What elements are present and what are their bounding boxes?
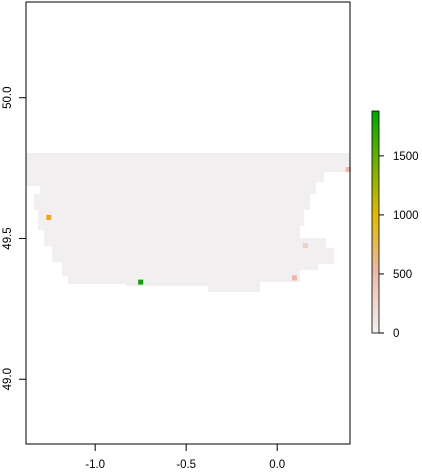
y-tick-label-3: 49.0 — [2, 368, 14, 390]
highlight-cell-2 — [46, 214, 52, 220]
highlight-cell-5 — [138, 279, 144, 285]
highlight-cell-1 — [345, 167, 351, 172]
y-axis: 50.0 49.5 49.0 — [2, 87, 26, 390]
x-axis: -1.0 -0.5 0.0 — [85, 444, 285, 471]
legend-colorbar — [371, 110, 380, 334]
legend-tick-label-1: 0 — [393, 328, 399, 340]
region-raster — [26, 153, 350, 292]
color-legend: 0 500 1000 1500 — [371, 110, 419, 340]
legend-tick-label-4: 1500 — [393, 151, 419, 163]
x-tick-label-3: 0.0 — [269, 459, 285, 470]
plot-area — [26, 153, 351, 292]
highlight-cells — [46, 167, 351, 285]
legend-tick-label-2: 500 — [393, 269, 412, 281]
y-tick-label-2: 49.5 — [2, 227, 14, 249]
highlight-cell-3 — [302, 243, 308, 248]
legend-ticks: 0 500 1000 1500 — [379, 151, 419, 340]
x-tick-label-1: -1.0 — [85, 459, 105, 470]
legend-tick-label-3: 1000 — [393, 210, 419, 222]
x-tick-label-2: -0.5 — [176, 459, 196, 470]
plot-frame — [25, 1, 351, 445]
highlight-cell-4 — [292, 275, 297, 281]
y-tick-label-1: 50.0 — [2, 87, 14, 109]
